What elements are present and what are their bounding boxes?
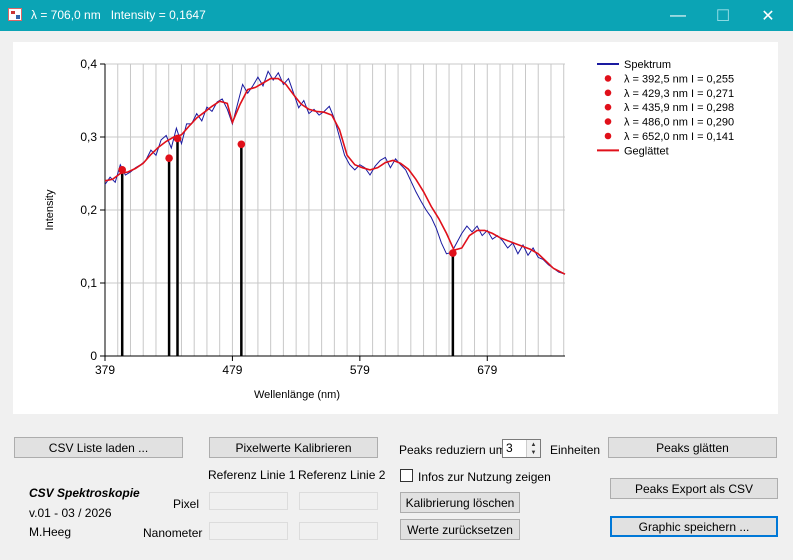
y-tick-label: 0,4 bbox=[80, 57, 97, 71]
peak-marker bbox=[118, 166, 127, 174]
maximize-button[interactable]: ☐ bbox=[715, 7, 731, 25]
peak-marker bbox=[165, 154, 173, 162]
show-info-label[interactable]: Infos zur Nutzung zeigen bbox=[418, 470, 551, 484]
legend-peak-label: λ = 435,9 nm I = 0,298 bbox=[624, 102, 734, 114]
spectrum-chart: 0 0,1 0,2 0,3 0,4 379 479 579 679 Spektrum λ = 39… bbox=[44, 57, 734, 401]
app-author: M.Heeg bbox=[29, 525, 72, 539]
legend-peak-label: λ = 652,0 nm I = 0,141 bbox=[624, 131, 734, 143]
y-tick-label: 0,1 bbox=[80, 276, 97, 290]
x-tick-label: 379 bbox=[95, 363, 115, 377]
peak-marker bbox=[173, 134, 182, 143]
ref-line-2-label: Referenz Linie 2 bbox=[298, 468, 386, 482]
legend-peak-swatch bbox=[604, 89, 612, 97]
app-name: CSV Spektroskopie bbox=[29, 486, 140, 500]
app-version: v.01 - 03 / 2026 bbox=[29, 506, 112, 520]
load-csv-button[interactable]: CSV Liste laden ... bbox=[14, 437, 183, 458]
show-info-checkbox[interactable] bbox=[400, 469, 413, 482]
x-tick-label: 579 bbox=[350, 363, 370, 377]
legend-peak-swatch bbox=[604, 75, 612, 82]
minimize-button[interactable]: — bbox=[670, 6, 686, 24]
smooth-peaks-button[interactable]: Peaks glätten bbox=[608, 437, 777, 458]
peaks-reduce-stepper[interactable]: 3 ▲ ▼ bbox=[502, 439, 541, 458]
title-bar: λ = 706,0 nm Intensity = 0,1647 — ☐ ✕ bbox=[0, 0, 793, 31]
clear-calibration-button[interactable]: Kalibrierung löschen bbox=[400, 492, 520, 513]
legend-peak-swatch bbox=[604, 132, 612, 140]
app-icon bbox=[8, 8, 22, 21]
peak-marker bbox=[449, 249, 457, 257]
save-graphic-button[interactable]: Graphic speichern ... bbox=[610, 516, 778, 537]
ref-2-nanometer-field[interactable] bbox=[299, 522, 378, 540]
ref-1-nanometer-field[interactable] bbox=[209, 522, 288, 540]
legend-peak-label: λ = 392,5 nm I = 0,255 bbox=[624, 73, 734, 85]
peaks-reduce-label: Peaks reduziern um bbox=[399, 443, 506, 457]
calibrate-pixels-button[interactable]: Pixelwerte Kalibrieren bbox=[209, 437, 378, 458]
smoothed-line bbox=[104, 77, 566, 275]
nanometer-label: Nanometer bbox=[143, 526, 203, 540]
ref-1-pixel-field[interactable] bbox=[209, 492, 288, 510]
ref-2-pixel-field[interactable] bbox=[299, 492, 378, 510]
x-axis-label: Wellenlänge (nm) bbox=[254, 389, 340, 401]
pixel-label: Pixel bbox=[173, 497, 200, 511]
export-csv-button[interactable]: Peaks Export als CSV bbox=[610, 478, 778, 499]
x-tick-label: 479 bbox=[222, 363, 242, 377]
legend-peak-label: λ = 486,0 nm I = 0,290 bbox=[624, 117, 734, 129]
peaks-reduce-value[interactable]: 3 bbox=[506, 441, 513, 455]
chart-panel[interactable]: 0 0,1 0,2 0,3 0,4 379 479 579 679 Spektrum λ = 39… bbox=[13, 42, 778, 414]
close-button[interactable]: ✕ bbox=[761, 7, 775, 25]
spectrum-line bbox=[104, 70, 566, 275]
y-axis-label: Intensity bbox=[44, 189, 56, 230]
legend-spectrum-label: Spektrum bbox=[624, 59, 671, 71]
stepper-up-icon[interactable]: ▲ bbox=[526, 440, 540, 449]
legend-peak-label: λ = 429,3 nm I = 0,271 bbox=[624, 88, 734, 100]
y-tick-label: 0,3 bbox=[80, 130, 97, 144]
y-tick-label: 0,2 bbox=[80, 203, 97, 217]
ref-line-1-label: Referenz Linie 1 bbox=[208, 468, 296, 482]
legend-peak-swatch bbox=[604, 103, 612, 111]
y-tick-label: 0 bbox=[90, 349, 97, 363]
units-label: Einheiten bbox=[550, 443, 601, 457]
reset-values-button[interactable]: Werte zurücksetzen bbox=[400, 519, 520, 540]
window-title: λ = 706,0 nm Intensity = 0,1647 bbox=[31, 8, 206, 22]
x-tick-label: 679 bbox=[477, 363, 497, 377]
peak-marker bbox=[237, 140, 246, 149]
legend-smoothed-label: Geglättet bbox=[624, 145, 669, 157]
legend-peak-swatch bbox=[604, 118, 612, 125]
stepper-down-icon[interactable]: ▼ bbox=[526, 448, 540, 457]
